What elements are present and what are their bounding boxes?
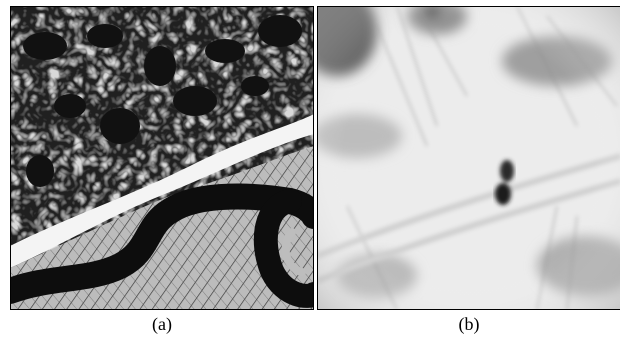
aerial-snow-photo-b (317, 6, 620, 310)
caption-a: (a) (152, 314, 172, 334)
caption-b: (b) (458, 314, 480, 334)
panel-a-image (10, 6, 314, 310)
panel-b-image (317, 6, 620, 310)
aerial-river-photo-a (10, 6, 314, 310)
